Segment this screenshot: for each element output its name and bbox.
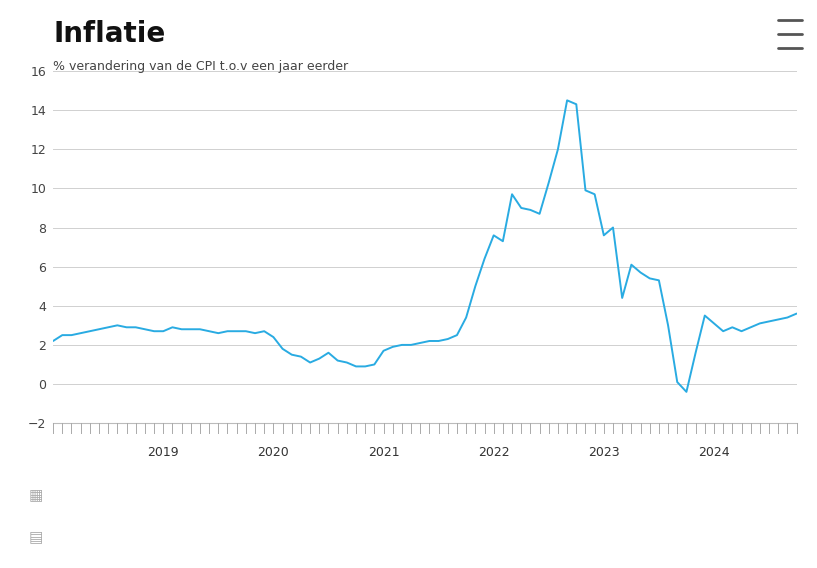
Text: ▤: ▤: [29, 531, 43, 546]
Text: % verandering van de CPI t.o.v een jaar eerder: % verandering van de CPI t.o.v een jaar …: [53, 60, 348, 73]
Text: 2019: 2019: [147, 446, 179, 458]
Text: 2023: 2023: [588, 446, 619, 458]
Text: 2024: 2024: [699, 446, 730, 458]
Text: 2020: 2020: [257, 446, 289, 458]
Text: Inflatie: Inflatie: [53, 20, 165, 48]
Text: 2022: 2022: [478, 446, 510, 458]
Text: ▦: ▦: [29, 488, 43, 503]
Text: 2021: 2021: [368, 446, 400, 458]
